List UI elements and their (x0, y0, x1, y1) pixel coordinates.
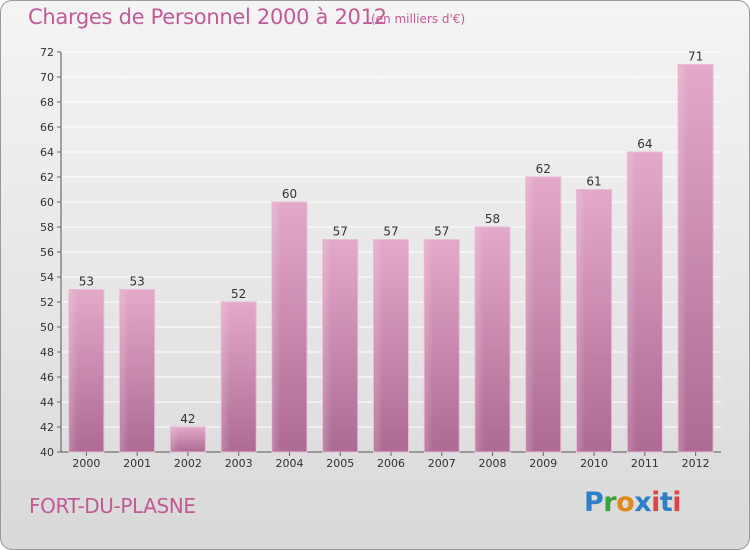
proxiti-logo[interactable]: Proxiti (584, 487, 682, 518)
x-tick-label: 2011 (631, 457, 659, 470)
bar-highlight (476, 228, 485, 451)
y-tick-label: 60 (40, 196, 54, 209)
x-tick-label: 2009 (529, 457, 557, 470)
bar-highlight (425, 240, 434, 451)
logo-letter: i (651, 487, 660, 518)
data-label: 64 (637, 137, 652, 151)
y-tick-label: 46 (40, 371, 54, 384)
x-tick-label: 2002 (174, 457, 202, 470)
y-tick-label: 42 (40, 421, 54, 434)
y-tick-label: 50 (40, 321, 54, 334)
data-label: 58 (485, 212, 500, 226)
y-tick-label: 68 (40, 96, 54, 109)
x-tick-label: 2008 (479, 457, 507, 470)
chart-subtitle: (en milliers d'€) (371, 12, 466, 26)
bar-highlight (374, 240, 383, 451)
data-label: 71 (688, 50, 703, 64)
y-tick-label: 58 (40, 221, 54, 234)
data-label: 61 (586, 175, 601, 189)
logo-letter: i (672, 487, 682, 518)
x-tick-label: 2004 (275, 457, 303, 470)
y-tick-label: 48 (40, 346, 54, 359)
x-tick-label: 2005 (326, 457, 354, 470)
bar-highlight (222, 303, 231, 451)
y-tick-label: 70 (40, 71, 54, 84)
y-tick-label: 66 (40, 121, 54, 134)
data-label: 62 (536, 162, 551, 176)
bar-highlight (526, 178, 535, 451)
logo-letter: x (634, 487, 652, 518)
logo-letter: o (616, 487, 635, 518)
data-label: 60 (282, 187, 297, 201)
bar-highlight (120, 290, 129, 451)
data-label: 42 (180, 412, 195, 426)
logo-letter: P (584, 487, 604, 518)
x-tick-label: 2010 (580, 457, 608, 470)
data-label: 57 (383, 225, 398, 239)
bar-highlight (69, 290, 78, 451)
y-tick-label: 64 (40, 146, 54, 159)
data-label: 53 (79, 275, 94, 289)
x-tick-label: 2003 (225, 457, 253, 470)
y-tick-label: 72 (40, 46, 54, 59)
bar-highlight (323, 240, 332, 451)
x-tick-label: 2007 (428, 457, 456, 470)
bar-highlight (577, 190, 586, 451)
y-tick-label: 44 (40, 396, 54, 409)
bar-highlight (628, 153, 637, 451)
bar-highlight (272, 203, 281, 451)
data-label: 57 (333, 225, 348, 239)
bar-highlight (171, 428, 180, 451)
y-tick-label: 52 (40, 296, 54, 309)
y-tick-label: 40 (40, 446, 54, 459)
bar-highlight (679, 65, 688, 451)
x-tick-label: 2000 (72, 457, 100, 470)
logo-letter: r (603, 487, 617, 518)
y-tick-label: 56 (40, 246, 54, 259)
logo-letter: t (659, 487, 673, 518)
y-tick-label: 62 (40, 171, 54, 184)
chart-title: Charges de Personnel 2000 à 2012 (28, 5, 387, 29)
data-label: 53 (130, 275, 145, 289)
x-tick-label: 2001 (123, 457, 151, 470)
place-name: FORT-DU-PLASNE (29, 494, 196, 518)
x-tick-label: 2012 (682, 457, 710, 470)
y-tick-label: 54 (40, 271, 54, 284)
x-tick-label: 2006 (377, 457, 405, 470)
data-label: 52 (231, 287, 246, 301)
data-label: 57 (434, 225, 449, 239)
